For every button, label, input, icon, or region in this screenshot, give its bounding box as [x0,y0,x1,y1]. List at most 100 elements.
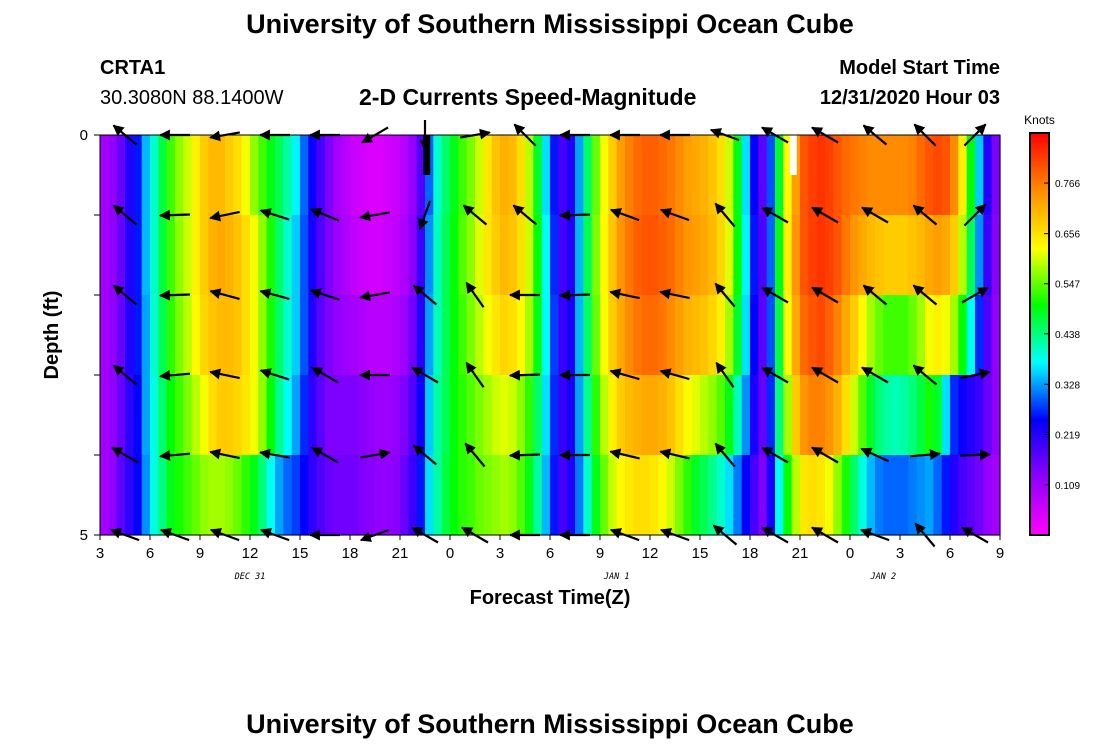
heatmap-cell [491,135,501,216]
heatmap-cell [516,375,526,456]
heatmap-cell [591,135,601,216]
heatmap-cell [716,135,726,216]
heatmap-cell [741,215,751,296]
heatmap-cell [825,135,834,216]
colorbar-unit: Knots [1024,113,1055,127]
heatmap-cell [308,135,318,216]
missing-data-bar [423,135,431,175]
heatmap-cell [758,215,768,296]
heatmap-cell [675,375,684,456]
heatmap-cell [175,135,184,216]
heatmap-cell [783,375,793,456]
heatmap-cell [800,295,809,376]
heatmap-cell [833,215,843,296]
current-vector-arrow [512,204,538,226]
heatmap-cell [416,295,426,376]
heatmap-cell [458,295,468,376]
heatmap-cell [491,375,501,456]
heatmap-cell [516,455,526,536]
heatmap-cell [300,295,309,376]
heatmap-cell [741,295,751,376]
heatmap-cell [550,455,559,536]
heatmap-cell [366,295,376,376]
current-vector-arrow [912,364,938,386]
heatmap-cell [125,215,134,296]
heatmap-cell [741,455,751,536]
heatmap-cell [608,375,618,456]
heatmap-cell [425,295,434,376]
heatmap-cell [775,375,784,456]
heatmap-cell [775,215,784,296]
current-vector-arrow [761,446,789,464]
current-vector-arrow [412,284,438,306]
heatmap-cell [933,455,943,536]
heatmap-cell [775,295,784,376]
heatmap-cell [291,455,301,536]
heatmap-cell [283,135,293,216]
colorbar-tick-label: 0.219 [1055,430,1080,441]
heatmap-cell [425,455,434,536]
heatmap-cell [483,455,493,536]
heatmap-cell [883,455,893,536]
heatmap-cell [441,215,451,296]
heatmap-cell [166,455,176,536]
heatmap-cell [433,295,443,376]
heatmap-cell [125,295,134,376]
heatmap-cell [683,215,693,296]
heatmap-cell [483,135,493,216]
heatmap-cell [400,135,409,216]
current-vector-arrow [311,366,339,384]
current-vector-arrow [411,366,439,384]
heatmap-cell [933,135,943,216]
speed-heatmap [100,135,1001,536]
heatmap-cell [100,295,109,376]
current-vector-arrow [714,442,736,468]
heatmap-cell [216,135,226,216]
heatmap-cell [316,215,326,296]
heatmap-cell [108,215,118,296]
current-vector-arrow [412,444,438,466]
heatmap-cell [250,215,259,296]
heatmap-cell [683,295,693,376]
heatmap-cell [958,215,968,296]
heatmap-cell [700,375,709,456]
heatmap-cell [133,375,143,456]
y-tick-label: 5 [80,527,88,544]
heatmap-cell [366,135,376,216]
heatmap-cell [275,135,284,216]
heatmap-cell [341,135,351,216]
heatmap-cell [575,135,584,216]
heatmap-cell [325,295,334,376]
heatmap-cell [550,135,559,216]
heatmap-cell [291,295,301,376]
heatmap-cell [533,135,543,216]
heatmap-cell [483,215,493,296]
heatmap-cell [116,215,126,296]
heatmap-cell [850,455,859,536]
heatmap-cell [825,295,834,376]
x-tick-label: 3 [96,545,104,562]
heatmap-cell [408,135,418,216]
current-vector-arrow [259,368,290,381]
current-vector-arrow [761,286,789,304]
heatmap-cell [133,135,143,216]
heatmap-cell [350,135,359,216]
heatmap-cell [200,135,209,216]
heatmap-cell [483,295,493,376]
heatmap-cell [316,135,326,216]
heatmap-cell [825,215,834,296]
heatmap-cell [566,135,576,216]
heatmap-cell [758,295,768,376]
date-label: DEC 31 [234,572,266,582]
heatmap-cell [950,135,959,216]
heatmap-cell [191,455,201,536]
heatmap-cell [425,215,434,296]
heatmap-cell [116,135,126,216]
heatmap-cell [125,135,134,216]
heatmap-cell [125,375,134,456]
date-label: JAN 1 [603,572,630,582]
colorbar-tick-label: 0.438 [1055,330,1080,341]
heatmap-cell [941,455,951,536]
heatmap-cell [266,215,276,296]
heatmap-cell [791,215,801,296]
